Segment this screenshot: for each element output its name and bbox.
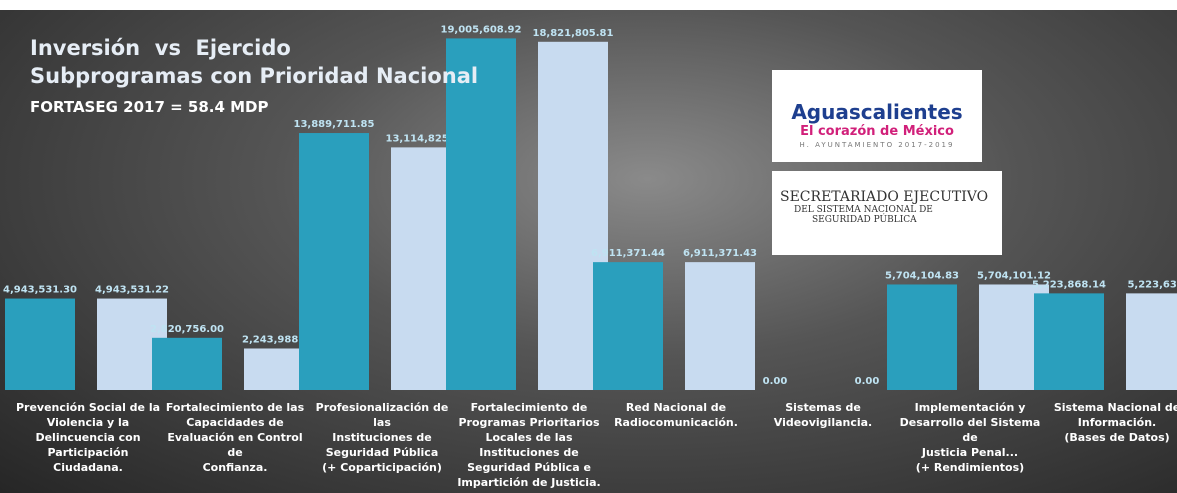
bar [1034, 293, 1104, 390]
x-tick-label: Implementación y Desarrollo del Sistema … [899, 401, 1041, 474]
data-label: 0.00 [855, 376, 880, 387]
data-label: 5,223,868.14 [1032, 279, 1106, 290]
subtitle: Subprogramas con Prioridad Nacional [30, 64, 479, 88]
chart-panel: 4,943,531.30 4,943,531.22 2,820,756.00 2,24… [0, 10, 1177, 493]
data-label: 2,243,988.00 [242, 334, 316, 345]
data-label: 5,704,104.83 [885, 270, 959, 281]
data-label: 5,223,634.7 [1127, 279, 1177, 290]
x-tick-label: Fortalecimiento de Programas Prioritario… [457, 401, 601, 489]
bar [1126, 293, 1177, 390]
x-tick-label: Sistema Nacional de Información. (Bases … [1053, 401, 1177, 444]
data-label: 6,911,371.43 [683, 248, 757, 259]
data-label: 13,114,825.64 [386, 133, 467, 144]
agency2: DEL SISTEMA NACIONAL DE [794, 205, 933, 215]
data-label: 18,821,805.81 [533, 28, 614, 39]
slogan: El corazón de México [800, 124, 954, 139]
note: FORTASEG 2017 = 58.4 MDP [30, 98, 269, 116]
title: Inversión vs Ejercido [30, 36, 291, 60]
x-tick-label: Red Nacional de Radiocomunicación. [614, 401, 738, 429]
agency-logo: SECRETARIADO EJECUTIVO DEL SISTEMA NACIO… [772, 171, 1002, 255]
data-label: 2,820,756.00 [150, 324, 224, 335]
data-label: 19,005,608.92 [441, 24, 522, 35]
bar [152, 337, 222, 390]
data-label: 5,704,101.12 [977, 270, 1051, 281]
city-logo: Aguascalientes El corazón de México H. A… [772, 70, 982, 162]
agency3: SEGURIDAD PÚBLICA [812, 215, 917, 225]
x-tick-label: Sistemas de Videovigilancia. [773, 401, 873, 429]
x-tick-label: Prevención Social de la Violencia y la D… [15, 401, 161, 474]
data-label: 0.00 [763, 376, 788, 387]
data-label: 4,943,531.22 [95, 285, 169, 296]
chart: 4,943,531.30 4,943,531.22 2,820,756.00 2,24… [3, 24, 1177, 390]
bar [299, 133, 369, 390]
data-label: 4,943,531.30 [3, 285, 77, 296]
bar [5, 298, 75, 390]
bar [685, 262, 755, 390]
data-label: 6,911,371.44 [591, 248, 665, 259]
x-tick-label: Profesionalización de las Instituciones … [315, 401, 449, 474]
x-tick-label: Fortalecimiento de las Capacidades de Ev… [165, 401, 305, 474]
agency1: SECRETARIADO EJECUTIVO [780, 189, 989, 205]
city: Aguascalientes [791, 100, 963, 124]
bar [446, 38, 516, 390]
bar [593, 262, 663, 390]
bar [887, 284, 957, 390]
council: H. AYUNTAMIENTO 2017-2019 [799, 141, 955, 149]
data-label: 13,889,711.85 [294, 119, 375, 130]
